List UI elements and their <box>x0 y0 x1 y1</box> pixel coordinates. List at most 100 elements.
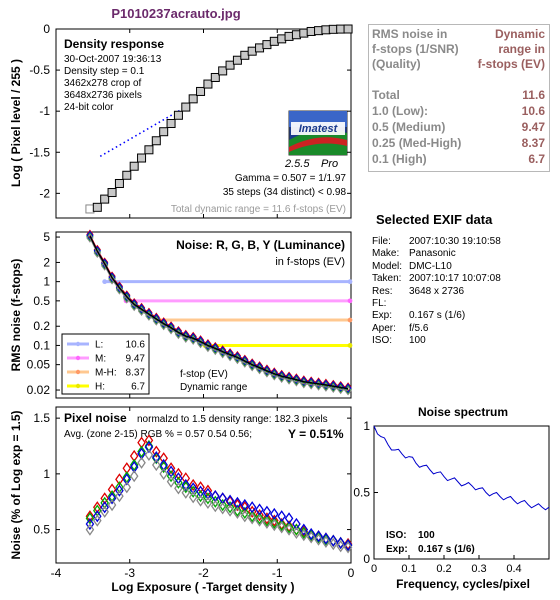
pixel-noise-marker <box>321 535 331 548</box>
rms-series-marker <box>300 376 308 386</box>
pixel-noise-marker <box>284 523 294 536</box>
rms-series-marker <box>337 382 345 392</box>
density-y-tick-label: -1 <box>39 104 50 118</box>
pixel-noise-marker <box>85 523 95 536</box>
pixel-noise-marker <box>225 501 235 514</box>
exif-key: Make: <box>372 248 400 260</box>
rms-series-marker <box>93 248 101 259</box>
density-step-marker <box>240 50 250 60</box>
logo-name: Imatest <box>299 123 339 135</box>
pixel-noise-marker <box>336 540 345 553</box>
density-y-tick-label: 0 <box>43 22 50 36</box>
dynamic-range-bar-end <box>347 343 353 348</box>
pixel-noise-marker <box>93 514 102 527</box>
rms-series-marker <box>270 368 278 379</box>
density-step-marker <box>114 178 124 188</box>
density-step-marker <box>291 30 301 40</box>
rms-header-left-1: RMS noise in <box>372 27 448 41</box>
pixel-noise-marker <box>321 532 331 545</box>
density-step-marker <box>321 25 331 35</box>
exif-row: Exp: 0.167 s (1/6) <box>372 310 501 322</box>
density-step-marker <box>306 26 316 36</box>
density-step-marker <box>203 79 213 89</box>
legend-label: H: <box>95 382 105 393</box>
pixel-noise-marker <box>306 527 316 541</box>
rms-row-value: 10.6 <box>521 104 545 118</box>
pixel-noise-x-tick-label: -3 <box>124 566 135 580</box>
rms-series-marker <box>329 380 337 391</box>
rms-y-tick-label: 0.02 <box>27 383 51 397</box>
pixel-noise-marker <box>144 434 154 447</box>
pixel-noise-marker <box>188 491 198 504</box>
density-response-chart: Density response 30-Oct-2007 19:36:13Den… <box>9 22 353 219</box>
rms-series-marker <box>344 383 352 393</box>
density-step-marker <box>343 24 353 34</box>
rms-series-marker <box>307 377 315 388</box>
pixel-noise-marker <box>225 504 235 517</box>
pixel-noise-marker <box>85 510 95 523</box>
pixel-noise-marker <box>292 523 301 536</box>
exif-key: Model: <box>372 260 403 272</box>
gamma-fit-line <box>99 108 182 158</box>
rms-y-tick-label: 1 <box>43 275 50 289</box>
spectrum-line <box>373 425 550 511</box>
exif-row: File: 2007:10:30 19:10:58 <box>372 236 501 248</box>
exif-row: ISO: 100 <box>372 335 501 347</box>
rms-series-marker <box>314 378 323 389</box>
pixel-noise-marker <box>262 514 272 527</box>
rms-series-marker <box>278 370 286 381</box>
dynamic-range-bar-end <box>347 317 353 323</box>
pixel-noise-stats: Avg. (zone 2-15) RGB % = 0.57 0.54 0.56; <box>64 429 252 440</box>
rms-row-label: 0.1 (High) <box>372 152 427 166</box>
density-step-marker <box>137 153 147 163</box>
density-step-marker <box>299 28 309 38</box>
density-step-marker <box>328 24 338 34</box>
legend-swatch-dot <box>75 369 81 375</box>
spectrum-y-tick-label: 0 <box>363 552 370 566</box>
rms-row-label: Total <box>372 88 400 102</box>
pixel-noise-marker <box>255 512 264 525</box>
spectrum-x-tick-label: 0.2 <box>436 563 451 575</box>
rms-row-value: 8.37 <box>521 136 545 150</box>
rms-series-marker <box>248 359 256 369</box>
rms-luminance-line <box>89 235 349 390</box>
pixel-noise-y-tick-label: 1 <box>43 467 50 481</box>
density-step-marker <box>107 188 117 198</box>
rms-series-marker <box>189 332 197 343</box>
pixel-noise-marker <box>306 531 316 544</box>
gamma-annotation: Gamma = 0.507 = 1/1.97 <box>235 173 347 184</box>
pixel-noise-marker <box>247 501 257 514</box>
spectrum-x-tick-label: 0.4 <box>506 563 521 575</box>
rms-series-marker <box>285 372 293 383</box>
exif-key: FL: <box>372 297 387 309</box>
rms-row-label: 1.0 (Low): <box>372 104 428 118</box>
pixel-noise-marker <box>270 516 279 530</box>
pixel-noise-marker <box>166 462 176 475</box>
legend-value: 8.37 <box>126 368 146 379</box>
exif-value: 3648 x 2736 <box>409 285 465 297</box>
pixel-noise-marker <box>218 498 227 512</box>
rms-series-marker <box>86 230 94 241</box>
exif-value: 2007:10:30 19:10:58 <box>409 236 501 247</box>
legend-label: M: <box>95 354 106 365</box>
density-title: Density response <box>64 37 164 51</box>
pixel-noise-marker <box>255 508 264 522</box>
exif-key: Exp: <box>372 310 393 322</box>
pixel-noise-marker <box>255 514 264 527</box>
density-step-marker <box>151 136 161 146</box>
exif-key: ISO: <box>372 335 393 347</box>
spectrum-exp-value: 0.167 s (1/6) <box>418 544 475 555</box>
rms-series-marker <box>86 233 94 243</box>
rms-series-marker <box>344 382 352 392</box>
rms-series-marker <box>255 362 264 372</box>
density-step-marker <box>210 72 220 82</box>
pixel-noise-marker <box>292 526 301 540</box>
exif-title: Selected EXIF data <box>376 212 493 227</box>
pixel-noise-marker <box>203 484 213 497</box>
pixel-noise-marker <box>262 505 272 518</box>
legend-swatch-dot <box>75 355 81 361</box>
pixel-noise-marker <box>144 440 154 454</box>
rms-y-tick-label: 0.5 <box>33 294 50 308</box>
rms-series-marker <box>86 231 94 242</box>
pixel-noise-marker <box>277 521 286 534</box>
